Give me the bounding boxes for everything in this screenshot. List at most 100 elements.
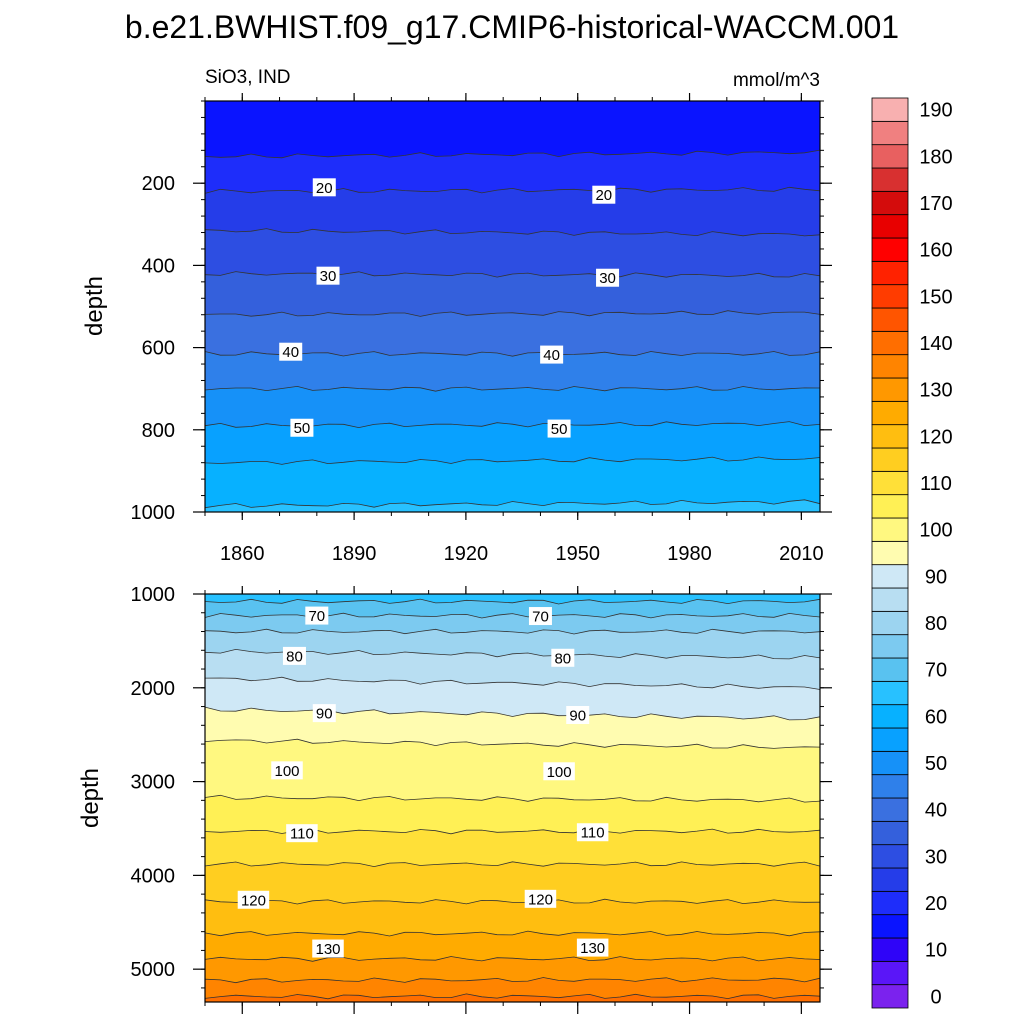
- lower-band: [204, 612, 821, 635]
- colorbar-swatch: [871, 190, 909, 216]
- lower-y-tick-label: 1000: [131, 584, 176, 606]
- colorbar-swatch: [871, 494, 909, 519]
- colorbar-swatch: [871, 820, 909, 846]
- colorbar-label: 10: [925, 940, 947, 962]
- colorbar-swatch: [871, 774, 909, 799]
- contour-label-bg: [279, 342, 303, 361]
- colorbar-swatch: [871, 844, 909, 869]
- lower-band: [204, 898, 821, 937]
- upper-contour-label: 50: [547, 419, 571, 438]
- contour-label-text: 80: [554, 650, 571, 667]
- colorbar-label: 40: [925, 800, 947, 822]
- contour-label-text: 80: [286, 648, 303, 665]
- colorbar-swatch: [871, 377, 909, 402]
- upper-contour-label: 20: [592, 185, 616, 204]
- lower-contour-label: 130: [576, 938, 609, 957]
- contour-label-text: 50: [294, 420, 311, 437]
- contour-label-text: 90: [569, 707, 586, 724]
- colorbar-swatch: [871, 447, 909, 472]
- upper-contour-line: [204, 271, 821, 278]
- lower-contour-line: [204, 898, 821, 905]
- upper-y-tick-label: 200: [142, 173, 175, 195]
- contour-label-text: 110: [290, 826, 314, 843]
- lower-band: [204, 956, 821, 984]
- contour-label-text: 100: [274, 763, 299, 780]
- lower-contour-line: [204, 993, 821, 1000]
- colorbar-swatch: [871, 517, 909, 542]
- contour-label-bg: [540, 345, 564, 364]
- colorbar-label: 140: [919, 333, 952, 355]
- colorbar-label: 190: [919, 100, 952, 122]
- lower-contour-label: 100: [271, 761, 303, 780]
- colorbar-swatch: [871, 587, 909, 612]
- upper-x-tick-label: 2010: [779, 543, 824, 565]
- lower-axes: 1000 2000 3000 4000 5000: [131, 584, 832, 1014]
- upper-band: [204, 271, 821, 317]
- lower-contour-label: 90: [312, 704, 336, 723]
- contour-label-bg: [566, 705, 590, 724]
- contour-label-bg: [596, 268, 620, 287]
- contour-label-bg: [312, 939, 344, 958]
- contour-label-bg: [312, 704, 336, 723]
- contour-label-bg: [547, 419, 571, 438]
- lower-y-tick-label: 4000: [131, 865, 176, 887]
- colorbar-label: 160: [919, 240, 952, 262]
- colorbar-swatch: [871, 564, 909, 589]
- lower-contour-label: 70: [305, 606, 329, 625]
- lower-contour-label: 100: [543, 762, 575, 781]
- upper-x-tick-label: 1920: [444, 543, 489, 565]
- upper-contour-label: 30: [596, 268, 620, 287]
- colorbar-swatch: [871, 610, 909, 636]
- upper-y-tick-label: 400: [142, 255, 175, 277]
- lower-contour-line: [204, 598, 821, 605]
- colorbar-swatch: [871, 727, 909, 752]
- colorbar-swatch: [871, 424, 909, 449]
- colorbar-label: 50: [925, 753, 947, 775]
- upper-y-axis-label: depth: [81, 276, 108, 336]
- contour-label-bg: [551, 648, 575, 667]
- lower-contour-label: 90: [566, 705, 590, 724]
- upper-contour-line: [204, 456, 821, 465]
- lower-contour-line: [204, 977, 821, 984]
- colorbar-swatch: [871, 750, 909, 776]
- contour-label-text: 70: [308, 608, 325, 625]
- lower-contour-label: 120: [237, 890, 270, 909]
- colorbar-swatch: [871, 260, 909, 286]
- contour-label-bg: [524, 889, 557, 908]
- upper-contour-label: 30: [316, 266, 340, 285]
- upper-panel: SiO3, IND mmol/m^3 depth 20 20 30 30 40 40 50 5…: [81, 67, 832, 565]
- upper-band: [204, 456, 821, 509]
- lower-contour-line: [204, 648, 821, 660]
- upper-contour-label: 20: [312, 178, 336, 197]
- contour-label-bg: [528, 607, 552, 626]
- lower-contour-label: 120: [524, 889, 557, 908]
- lower-contour-line: [204, 861, 821, 868]
- lower-contour-label: 110: [286, 824, 318, 843]
- colorbar-label: 170: [919, 193, 952, 215]
- contour-label-bg: [271, 761, 303, 780]
- colorbar-label: 0: [930, 986, 941, 1008]
- upper-subtitle-left: SiO3, IND: [205, 67, 291, 88]
- lower-contour-label: 80: [551, 648, 575, 667]
- lower-contour-line: [204, 930, 821, 937]
- contour-label-text: 90: [316, 706, 333, 723]
- lower-y-tick-label: 5000: [131, 959, 176, 981]
- upper-band: [204, 100, 821, 159]
- lower-contour-label: 110: [576, 823, 609, 842]
- upper-x-tick-label: 1980: [667, 543, 712, 565]
- upper-contour-label: 50: [290, 418, 314, 437]
- colorbar-swatch: [871, 120, 909, 146]
- colorbar-swatch: [871, 307, 909, 332]
- contour-label-text: 20: [595, 187, 612, 204]
- upper-band: [204, 149, 821, 194]
- lower-contour-label: 70: [528, 607, 552, 626]
- colorbar-swatch: [871, 330, 909, 356]
- contour-label-bg: [576, 823, 609, 842]
- lower-contour-label: 80: [282, 646, 306, 665]
- colorbar-swatch: [871, 97, 909, 122]
- colorbar-swatch: [871, 914, 909, 939]
- upper-contour-label: 40: [540, 345, 564, 364]
- contour-label-bg: [282, 646, 306, 665]
- lower-contour-line: [204, 676, 821, 690]
- colorbar-swatch: [871, 657, 909, 682]
